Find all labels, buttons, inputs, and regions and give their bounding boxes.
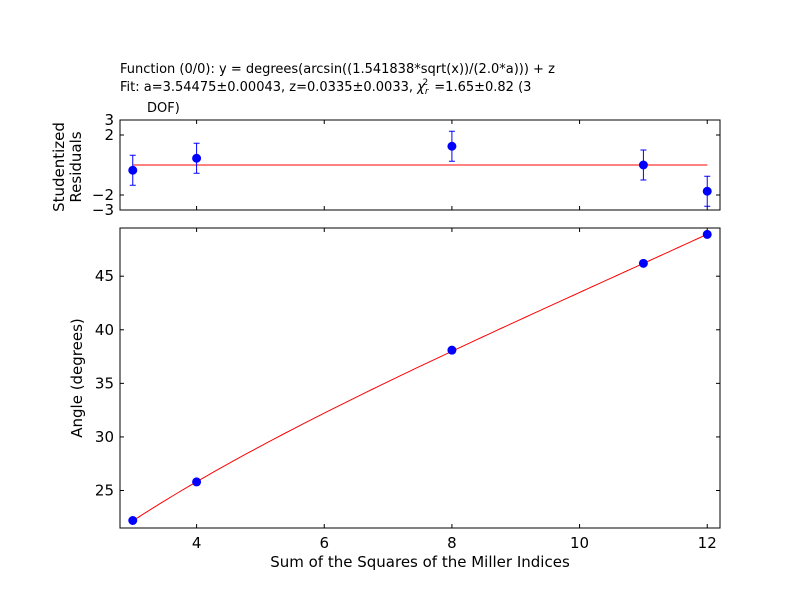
residuals-ylabel-line-1: Studentized xyxy=(50,122,68,212)
chi-superscript: 2 xyxy=(422,78,429,88)
main-y-tick-label: 45 xyxy=(95,267,114,285)
fit-params-text: Fit: a=3.54475±0.00043, z=0.0335±0.0033, xyxy=(120,80,418,95)
residuals-y-ticks: −3−2 23 xyxy=(92,111,720,219)
main-y-tick-label: 40 xyxy=(95,321,114,339)
data-point xyxy=(128,516,138,525)
main-x-tick-label: 10 xyxy=(570,534,589,552)
data-point xyxy=(447,345,457,355)
residuals-ylabel-line-2: Residuals xyxy=(67,131,85,202)
chart-title-line-1: Function (0/0): y = degrees(arcsin((1.54… xyxy=(120,62,555,77)
residual-point xyxy=(128,165,138,175)
main-x-tick-label: 12 xyxy=(698,534,717,552)
residuals-x-ticks xyxy=(196,120,708,210)
chi-value-text: =1.65±0.82 (3 xyxy=(434,80,532,95)
data-point xyxy=(638,258,648,268)
main-panel: 25 30 35 40 45 4 6 8 10 12 Sum of the Squares of… xyxy=(68,227,721,571)
main-x-ticks: 4 6 8 10 12 xyxy=(192,228,717,552)
main-axes-frame xyxy=(119,227,721,529)
chi-subscript: r xyxy=(424,87,429,97)
chi-symbol: χ xyxy=(417,80,425,95)
residuals-y-tick-label: 3 xyxy=(104,111,114,129)
data-point xyxy=(702,229,712,239)
residuals-y-tick-label: 2 xyxy=(104,126,114,144)
main-x-tick-label: 6 xyxy=(319,534,329,552)
residual-point xyxy=(447,141,457,151)
main-x-tick-label: 4 xyxy=(192,534,202,552)
chart-title-line-2: Fit: a=3.54475±0.00043, z=0.0335±0.0033,… xyxy=(120,78,532,97)
residuals-y-tick-label: −3 xyxy=(92,201,114,219)
main-points xyxy=(128,229,712,525)
residuals-y-tick-label: −2 xyxy=(92,186,114,204)
residual-point xyxy=(702,186,712,196)
residuals-axes-frame xyxy=(119,119,721,211)
main-y-ticks: 25 30 35 40 45 xyxy=(95,267,720,500)
residual-point xyxy=(638,160,648,170)
main-ylabel: Angle (degrees) xyxy=(68,318,86,438)
main-y-tick-label: 35 xyxy=(95,374,114,392)
main-y-tick-label: 25 xyxy=(95,482,114,500)
main-y-tick-label: 30 xyxy=(95,428,114,446)
main-xlabel: Sum of the Squares of the Miller Indices xyxy=(270,553,570,571)
residuals-panel: −3−2 23 Studentized Residuals xyxy=(50,111,721,219)
main-x-tick-label: 8 xyxy=(447,534,457,552)
data-point xyxy=(192,477,202,487)
residuals-points xyxy=(128,130,712,207)
residual-point xyxy=(192,153,202,163)
chart-title-line-3: DOF) xyxy=(147,101,180,116)
fit-curve xyxy=(132,233,708,522)
